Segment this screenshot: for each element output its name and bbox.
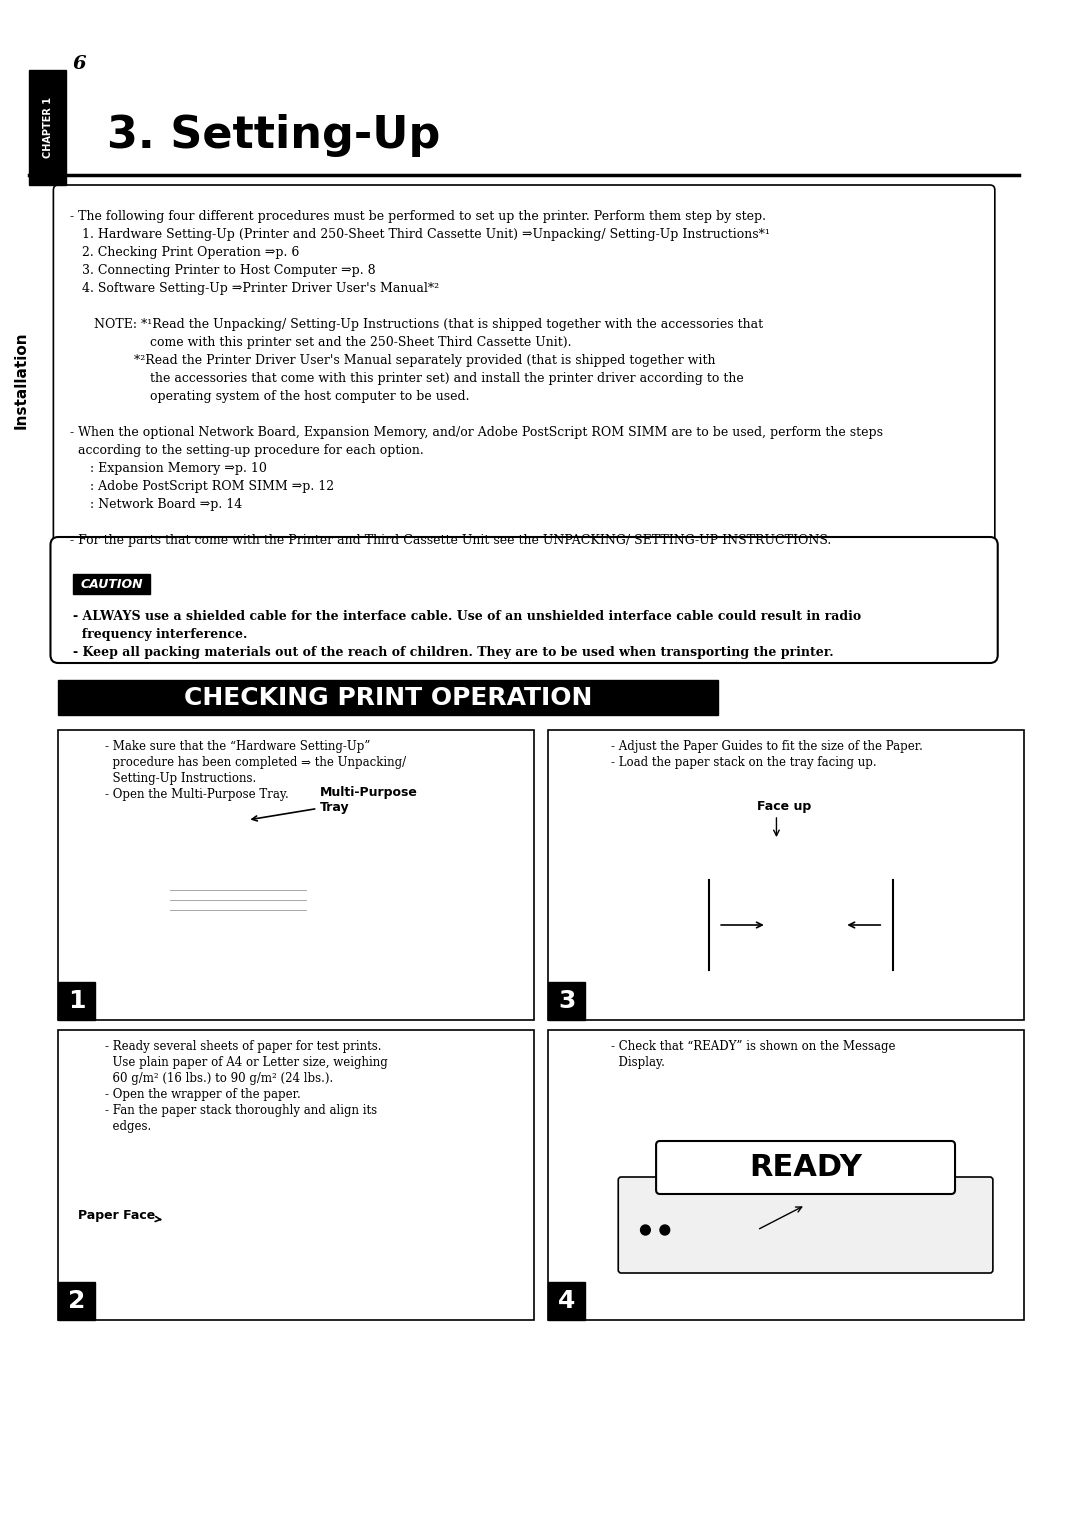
Text: - When the optional Network Board, Expansion Memory, and/or Adobe PostScript ROM: - When the optional Network Board, Expan… [70,426,882,439]
Bar [58,983,95,1021]
Text: come with this printer set and the 250-Sheet Third Cassette Unit).: come with this printer set and the 250-S… [70,336,571,348]
Text: operating system of the host computer to be used.: operating system of the host computer to… [70,390,470,403]
Text: - For the parts that come with the Printer and Third Cassette Unit see the UNPAC: - For the parts that come with the Print… [70,533,832,547]
Text: frequency interference.: frequency interference. [72,628,247,642]
Text: : Adobe PostScript ROM SIMM ⇒p. 12: : Adobe PostScript ROM SIMM ⇒p. 12 [70,480,334,494]
Text: Display.: Display. [611,1056,665,1070]
Bar [549,1282,585,1320]
Text: Multi-Purpose
Tray: Multi-Purpose Tray [252,785,418,821]
Text: 4. Software Setting-Up ⇒Printer Driver User's Manual*²: 4. Software Setting-Up ⇒Printer Driver U… [70,283,438,295]
Bar [549,730,1024,1021]
Text: edges.: edges. [105,1120,151,1132]
Bar [58,1030,534,1320]
Bar [825,1238,849,1250]
Text: Use plain paper of A4 or Letter size, weighing: Use plain paper of A4 or Letter size, we… [105,1056,388,1070]
Bar [29,70,66,185]
Circle shape [640,1225,650,1235]
FancyBboxPatch shape [53,185,995,565]
Text: 3: 3 [558,989,576,1013]
Bar [777,1238,800,1250]
Text: 1: 1 [68,989,85,1013]
Text: - Ready several sheets of paper for test prints.: - Ready several sheets of paper for test… [105,1041,381,1053]
Bar [58,680,718,715]
Text: - Check that “READY” is shown on the Message: - Check that “READY” is shown on the Mes… [611,1041,896,1053]
Bar [549,1030,1024,1320]
Text: - Open the wrapper of the paper.: - Open the wrapper of the paper. [105,1088,300,1102]
Text: Face up: Face up [757,801,811,813]
Bar [728,1238,752,1250]
FancyBboxPatch shape [51,536,998,663]
Text: Setting-Up Instructions.: Setting-Up Instructions. [105,772,256,785]
Text: 6: 6 [72,55,86,73]
Text: 3. Connecting Printer to Host Computer ⇒p. 8: 3. Connecting Printer to Host Computer ⇒… [70,264,376,277]
Text: - Load the paper stack on the tray facing up.: - Load the paper stack on the tray facin… [611,756,877,769]
Text: Installation: Installation [14,332,29,429]
Text: Paper Face: Paper Face [78,1209,161,1221]
Bar [640,1238,665,1250]
Polygon shape [675,905,922,960]
Bar [170,857,306,865]
Bar [72,575,150,594]
Text: - ALWAYS use a shielded cable for the interface cable. Use of an unshielded inte: - ALWAYS use a shielded cable for the in… [72,610,861,623]
Bar [913,1238,936,1250]
Text: *²Read the Printer Driver User's Manual separately provided (that is shipped tog: *²Read the Printer Driver User's Manual … [70,354,715,367]
Text: NOTE: *¹Read the Unpacking/ Setting-Up Instructions (that is shipped together wi: NOTE: *¹Read the Unpacking/ Setting-Up I… [70,318,762,332]
Text: 2: 2 [68,1290,85,1313]
Text: according to the setting-up procedure for each option.: according to the setting-up procedure fo… [70,445,423,457]
Text: procedure has been completed ⇒ the Unpacking/: procedure has been completed ⇒ the Unpac… [105,756,406,769]
Bar [58,730,534,1021]
Text: CHECKING PRINT OPERATION: CHECKING PRINT OPERATION [184,686,593,711]
Text: - Fan the paper stack thoroughly and align its: - Fan the paper stack thoroughly and ali… [105,1105,377,1117]
Bar [58,1282,95,1320]
Bar [549,983,585,1021]
FancyBboxPatch shape [618,1177,993,1273]
Text: - Adjust the Paper Guides to fit the size of the Paper.: - Adjust the Paper Guides to fit the siz… [611,740,923,753]
Text: : Expansion Memory ⇒p. 10: : Expansion Memory ⇒p. 10 [70,461,267,475]
Text: - Make sure that the “Hardware Setting-Up”: - Make sure that the “Hardware Setting-U… [105,740,370,753]
Text: 3. Setting-Up: 3. Setting-Up [107,113,441,156]
Polygon shape [675,895,922,950]
Polygon shape [675,900,922,955]
FancyBboxPatch shape [177,918,337,941]
Polygon shape [660,911,932,979]
Text: CAUTION: CAUTION [80,578,143,590]
Text: 60 g/m² (16 lbs.) to 90 g/m² (24 lbs.).: 60 g/m² (16 lbs.) to 90 g/m² (24 lbs.). [105,1073,333,1085]
Text: - The following four different procedures must be performed to set up the printe: - The following four different procedure… [70,209,766,223]
Circle shape [660,1225,670,1235]
Bar [874,1238,897,1250]
FancyBboxPatch shape [656,1141,955,1193]
FancyBboxPatch shape [148,847,328,934]
Text: - Keep all packing materials out of the reach of children. They are to be used w: - Keep all packing materials out of the … [72,646,834,659]
Bar [951,1238,975,1250]
Text: - Open the Multi-Purpose Tray.: - Open the Multi-Purpose Tray. [105,788,288,801]
Text: the accessories that come with this printer set) and install the printer driver : the accessories that come with this prin… [70,371,744,385]
Text: 1. Hardware Setting-Up (Printer and 250-Sheet Third Cassette Unit) ⇒Unpacking/ S: 1. Hardware Setting-Up (Printer and 250-… [70,228,770,241]
Text: READY: READY [750,1152,862,1181]
Text: 2. Checking Print Operation ⇒p. 6: 2. Checking Print Operation ⇒p. 6 [70,246,299,260]
Text: 4: 4 [558,1290,576,1313]
Text: CHAPTER 1: CHAPTER 1 [42,96,53,157]
Bar [679,1238,704,1250]
Text: : Network Board ⇒p. 14: : Network Board ⇒p. 14 [70,498,242,510]
